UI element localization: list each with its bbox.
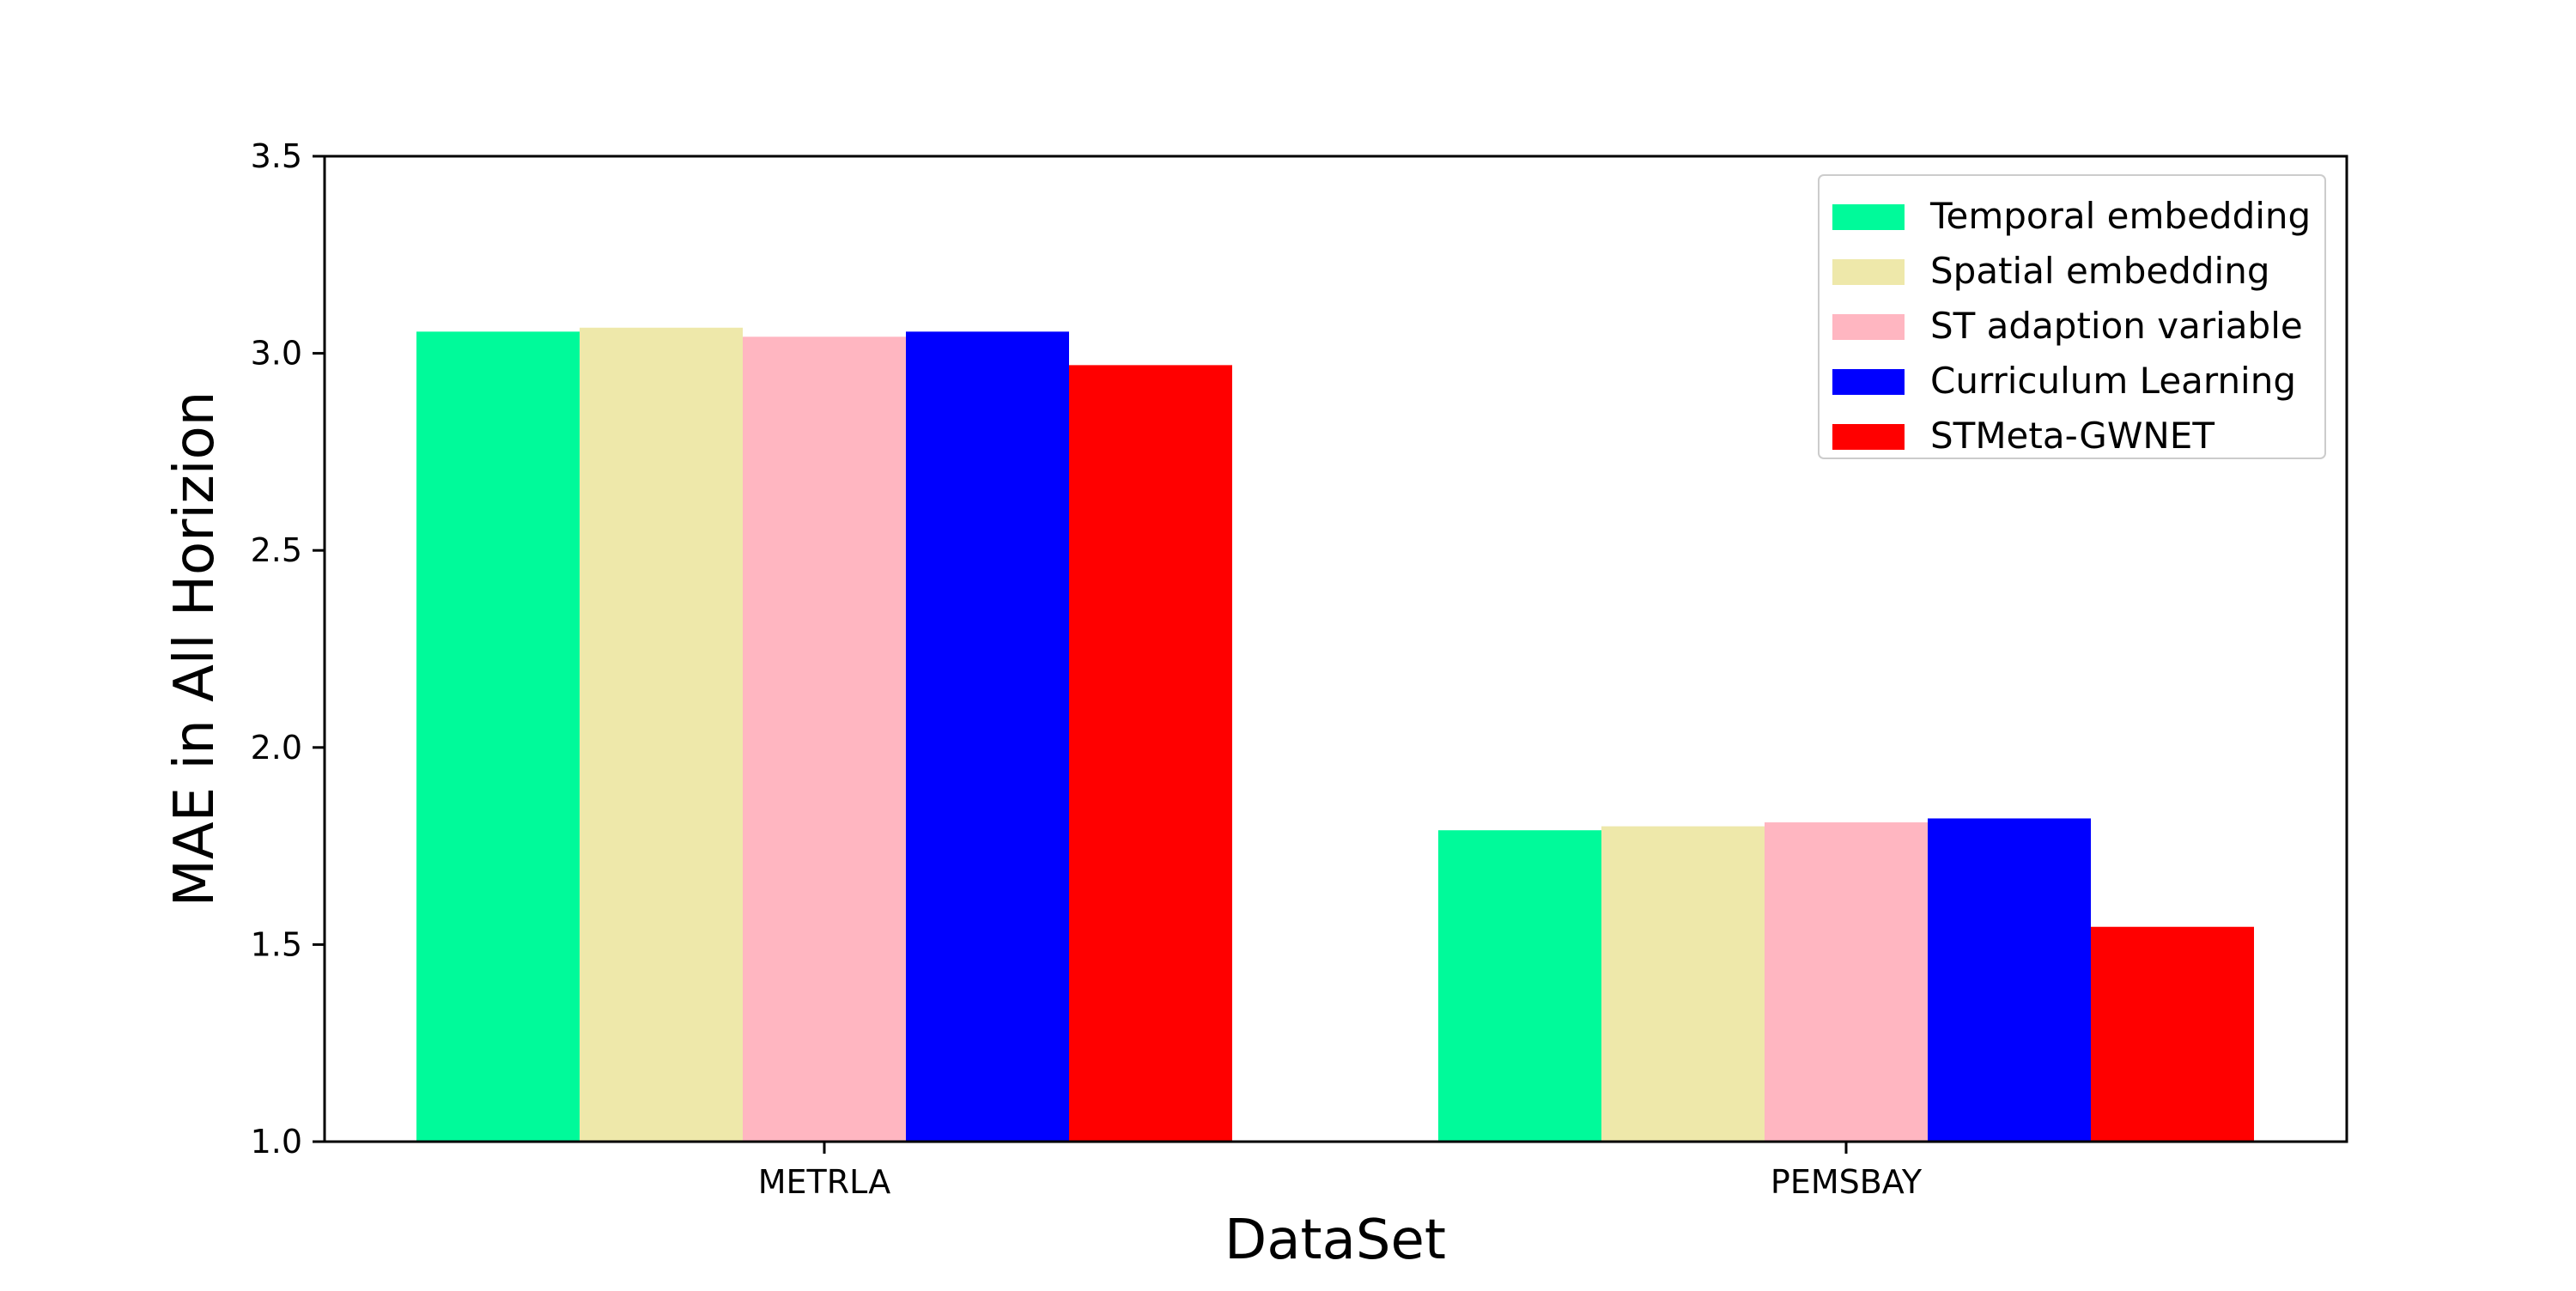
bars-layer [416,327,2254,1143]
x-tick-label-metrla: METRLA [758,1163,890,1201]
plot-frame [323,155,2348,1143]
bar-metrla-series-5 [1069,365,1232,1143]
y-axis: 1.0 1.5 2.0 2.5 3.0 3.5 [251,137,325,1161]
legend-swatch-1 [1832,204,1905,230]
legend-box [1818,174,2326,459]
bar-pemsbay-series-3 [1765,822,1928,1142]
legend-label-2: Spatial embedding [1930,250,2269,292]
y-tick-label: 2.0 [251,729,302,767]
x-axis: METRLA PEMSBAY [758,1142,1923,1201]
bar-metrla-series-2 [580,327,743,1142]
x-axis-title: DataSet [1224,1209,1446,1272]
legend-label-1: Temporal embedding [1929,195,2311,237]
x-tick-label-pemsbay: PEMSBAY [1771,1163,1923,1201]
y-tick-label: 1.0 [251,1123,302,1161]
y-tick-label: 3.5 [251,137,302,175]
y-axis-title: MAE in All Horizion [163,391,227,907]
bar-pemsbay-series-5 [2091,926,2254,1142]
legend-label-5: STMeta-GWNET [1930,415,2215,457]
legend-swatch-4 [1832,369,1905,395]
legend-label-4: Curriculum Learning [1930,360,2296,402]
legend-swatch-3 [1832,314,1905,340]
legend-label-3: ST adaption variable [1930,305,2303,347]
bar-metrla-series-3 [743,336,906,1142]
y-tick-label: 3.0 [251,335,302,373]
bar-metrla-series-4 [906,331,1069,1142]
legend-swatch-5 [1832,424,1905,450]
y-tick-label: 2.5 [251,531,302,569]
legend: Temporal embedding Spatial embedding ST ad… [1818,174,2326,459]
legend-swatch-2 [1832,259,1905,285]
bar-metrla-series-1 [416,331,580,1142]
bar-pemsbay-series-2 [1601,826,1765,1142]
y-tick-label: 1.5 [251,925,302,963]
bar-pemsbay-series-1 [1438,830,1601,1142]
bar-pemsbay-series-4 [1928,818,2091,1142]
